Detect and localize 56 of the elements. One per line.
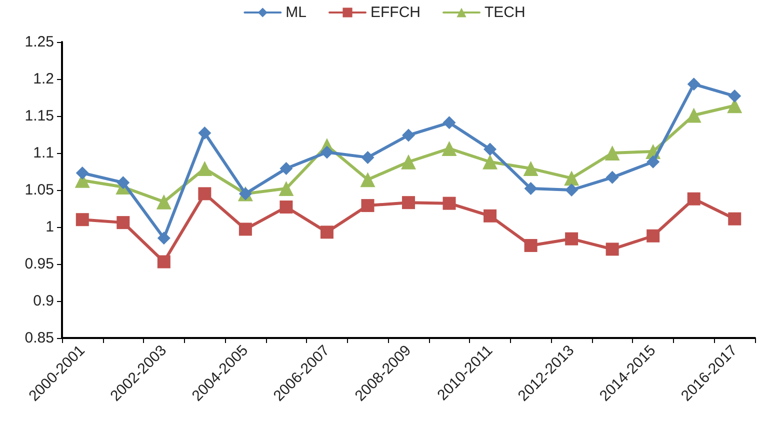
point <box>238 222 252 236</box>
point <box>320 146 334 159</box>
point <box>280 200 293 214</box>
point <box>484 209 497 222</box>
point <box>361 199 374 212</box>
point <box>728 90 742 103</box>
point <box>116 216 130 230</box>
point <box>524 239 538 252</box>
point <box>604 146 620 160</box>
y-tick-label: 1.05 <box>24 182 54 198</box>
y-tick-label: 0.85 <box>24 330 54 346</box>
point <box>606 170 619 184</box>
point <box>442 116 456 130</box>
point <box>646 155 660 168</box>
point <box>198 126 212 140</box>
point <box>484 142 497 156</box>
point <box>280 162 293 176</box>
point <box>197 161 212 176</box>
y-tick-label: 1.2 <box>33 70 54 88</box>
y-tick-label: 1 <box>46 218 54 236</box>
y-tick-label: 1.25 <box>24 34 54 50</box>
point <box>523 161 538 176</box>
point <box>278 181 294 196</box>
point <box>646 229 660 242</box>
point <box>157 255 170 268</box>
point <box>76 166 89 180</box>
point <box>76 213 89 226</box>
point <box>157 232 170 245</box>
point <box>686 108 702 123</box>
point <box>687 192 700 206</box>
point <box>360 172 376 188</box>
legend-label: TECH <box>484 4 526 21</box>
point <box>565 232 578 246</box>
point <box>687 78 700 91</box>
point <box>564 170 580 186</box>
point <box>198 187 212 200</box>
y-tick-label: 0.95 <box>24 256 54 272</box>
point <box>606 242 619 256</box>
point <box>728 212 742 226</box>
legend-label: ML <box>286 4 307 21</box>
point <box>361 150 374 164</box>
y-tick-label: 1.1 <box>33 144 54 162</box>
y-tick-label: 0.9 <box>33 292 54 310</box>
point <box>482 154 498 170</box>
point <box>524 182 538 196</box>
point <box>402 128 415 142</box>
point <box>442 196 456 210</box>
y-tick-label: 1.15 <box>24 108 54 124</box>
point <box>402 196 415 210</box>
point <box>156 194 172 210</box>
point <box>442 141 457 156</box>
point <box>116 176 130 190</box>
point <box>565 184 578 196</box>
legend-label: EFFCH <box>370 4 421 21</box>
point <box>320 226 334 239</box>
point <box>401 154 416 170</box>
